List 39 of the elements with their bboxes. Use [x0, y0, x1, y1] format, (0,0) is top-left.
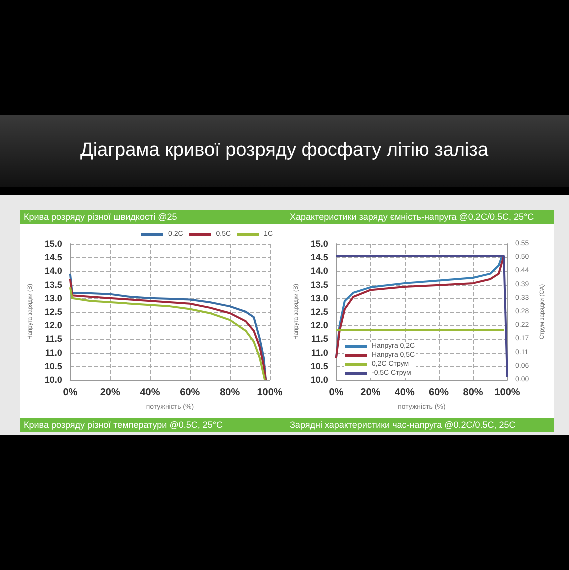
chart-title: Характеристики заряду ємність-напруга @0.2C/0.5C, 25°C: [286, 210, 554, 224]
y-tick-label: 10.5: [44, 361, 62, 372]
y-tick-label: 11.0: [45, 348, 62, 358]
x-tick-label: 100%: [494, 388, 520, 398]
y-tick-label: 11.5: [45, 334, 62, 344]
y-tick-label: 10.0: [44, 375, 62, 385]
x-tick-label: 60%: [180, 388, 200, 398]
text: Крива розряду різної температури @0.5C, 25°C: [20, 418, 288, 432]
y-tick-label: 11.0: [311, 348, 328, 358]
x-tick-label: 40%: [394, 388, 415, 398]
text: Зарядні характеристики час-напруга @0.2C/0.5C, 25C: [286, 418, 554, 432]
y-tick-label: 14.5: [44, 252, 62, 263]
x-tick-label: 100%: [257, 388, 283, 398]
y-tick-label: 14.0: [310, 266, 328, 276]
y-tick-label: 12.5: [44, 307, 62, 317]
chart-subtitle: Крива розряду різної швидкості @25: [20, 210, 288, 224]
y-tick-label: 12.5: [310, 307, 328, 317]
y-tick-label: 15.0: [310, 239, 328, 249]
y-tick-label: 10.5: [310, 361, 328, 372]
chart-title: Діаграма кривої розряду фосфату літію заліза: [0, 115, 569, 187]
y-tick-label: 13.0: [310, 293, 328, 304]
y-tick-label: 12.0: [310, 320, 328, 331]
x-tick-label: 60%: [429, 388, 450, 398]
y-tick-label: 14.5: [310, 252, 328, 263]
y-tick-label: 14.0: [44, 266, 62, 276]
x-tick-label: 20%: [360, 388, 381, 398]
y-tick-label: 13.5: [44, 280, 62, 290]
x-tick-label: 20%: [100, 388, 120, 398]
x-tick-label: 40%: [140, 388, 160, 398]
y-tick-label: 10.0: [310, 375, 328, 385]
y-tick-label: 13.5: [310, 280, 328, 290]
y-tick-label: 15.0: [44, 239, 62, 249]
y-tick-label: 12.0: [44, 320, 62, 331]
x-tick-label: 80%: [220, 388, 240, 398]
y-tick-label: 13.0: [44, 293, 62, 304]
x-tick-label: 0%: [329, 388, 344, 398]
x-tick-label: 0%: [63, 388, 78, 398]
y-tick-label: 11.5: [311, 334, 328, 344]
x-tick-label: 80%: [463, 388, 484, 398]
